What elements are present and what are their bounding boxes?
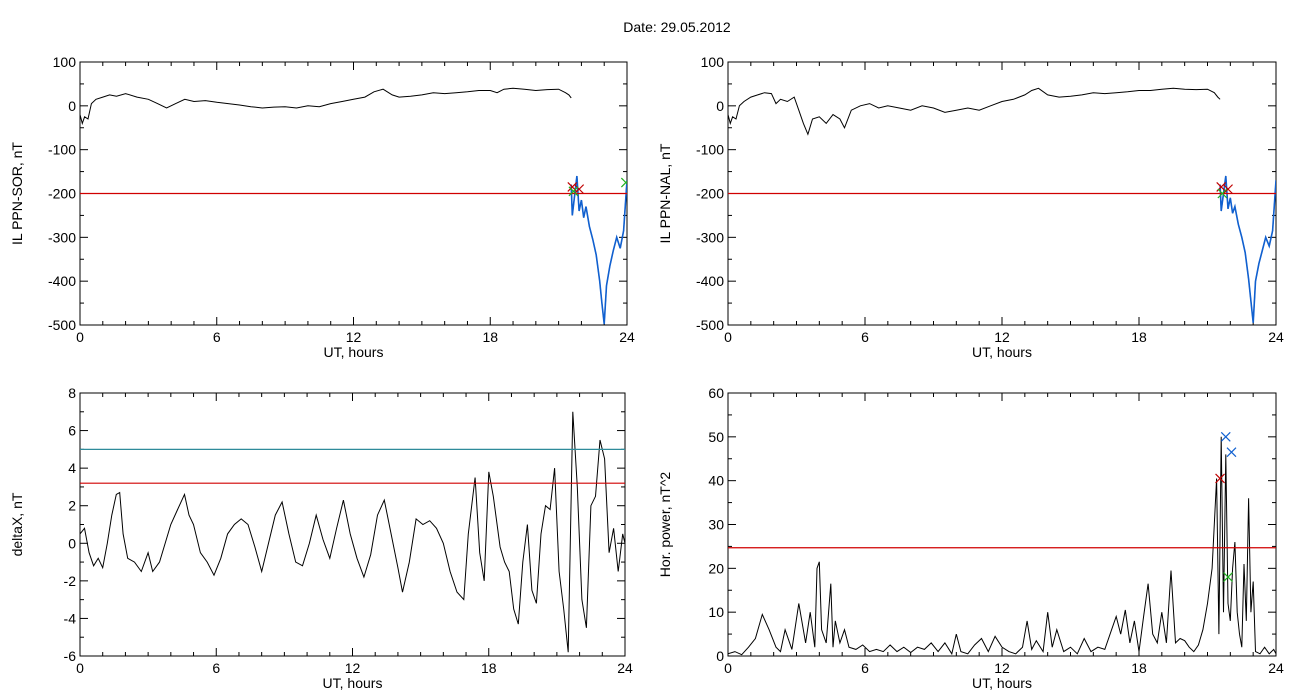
marker-stroke <box>1215 473 1225 484</box>
series-line <box>728 87 1221 136</box>
y-tick-label: -300 <box>696 229 724 245</box>
marker-stroke <box>1217 188 1228 199</box>
y-tick-label: 8 <box>68 385 76 401</box>
y-tick-label: 50 <box>708 429 724 445</box>
series-line-storm-black <box>1219 175 1276 323</box>
event-marker <box>620 177 627 188</box>
marker-stroke <box>1223 184 1233 195</box>
y-tick-label: 2 <box>68 498 76 514</box>
series-line <box>728 436 1276 656</box>
y-tick-label: 60 <box>708 385 724 401</box>
marker-stroke <box>574 184 585 195</box>
plot-area <box>728 87 1276 323</box>
event-marker <box>1223 572 1233 583</box>
marker-stroke <box>620 180 627 188</box>
x-tick-label: 6 <box>861 329 869 345</box>
marker-stroke <box>568 186 579 197</box>
y-tick-label: 40 <box>708 473 724 489</box>
y-tick-label: -200 <box>696 186 724 202</box>
y-tick-label: 0 <box>716 648 724 664</box>
event-marker <box>1226 447 1237 458</box>
y-tick-label: -2 <box>64 573 77 589</box>
x-tick-label: 12 <box>345 660 361 676</box>
x-axis-label: UT, hours <box>323 675 383 691</box>
event-marker <box>568 186 579 197</box>
series-line <box>80 411 625 653</box>
x-axis-label: UT, hours <box>324 344 384 360</box>
x-tick-label: 12 <box>994 329 1010 345</box>
marker-stroke <box>1220 431 1231 442</box>
x-axis-label: UT, hours <box>972 344 1032 360</box>
y-tick-label: 0 <box>716 98 724 114</box>
x-tick-label: 6 <box>213 329 221 345</box>
y-tick-label: 0 <box>68 98 76 114</box>
x-tick-label: 0 <box>76 329 84 345</box>
event-marker <box>1215 473 1225 484</box>
marker-stroke <box>1226 447 1237 458</box>
series-line-storm-black <box>570 175 627 325</box>
x-tick-label: 12 <box>994 660 1010 676</box>
series-line-storm <box>1219 175 1276 323</box>
x-tick-label: 0 <box>724 329 732 345</box>
panel-hor-power: 0 6 12 18 24 0 10 20 30 40 50 60 UT, hours Hor. power… <box>657 385 1284 691</box>
y-axis-label: IL PPN-SOR, nT <box>9 142 25 245</box>
marker-stroke <box>1223 572 1233 583</box>
x-tick-label: 18 <box>1131 660 1147 676</box>
event-marker <box>1223 184 1233 195</box>
x-tick-label: 0 <box>724 660 732 676</box>
y-tick-label: -4 <box>64 610 77 626</box>
x-axis-label: UT, hours <box>972 675 1032 691</box>
panel-il-ppn-sor: 0 6 12 18 24 -500 -400 -300 -200 -100 0 100 UT, hour… <box>9 54 635 360</box>
y-tick-label: -100 <box>696 142 724 158</box>
y-tick-label: -300 <box>48 229 76 245</box>
y-tick-label: 6 <box>68 423 76 439</box>
series-line-storm <box>570 175 627 325</box>
event-marker <box>574 184 585 195</box>
y-tick-label: -200 <box>48 186 76 202</box>
series-line <box>80 87 572 126</box>
x-tick-label: 0 <box>76 660 84 676</box>
x-tick-label: 18 <box>1131 329 1147 345</box>
x-tick-label: 12 <box>346 329 362 345</box>
plot-frame <box>79 392 626 657</box>
y-tick-label: 0 <box>68 535 76 551</box>
y-axis-label: deltaX, nT <box>9 492 25 556</box>
y-tick-label: 100 <box>701 54 725 70</box>
y-tick-label: -100 <box>48 142 76 158</box>
x-tick-label: 24 <box>619 329 635 345</box>
marker-stroke <box>567 182 578 192</box>
y-tick-label: 100 <box>53 54 77 70</box>
y-axis-label: IL PPN-NAL, nT <box>657 143 673 243</box>
event-marker <box>1217 188 1228 199</box>
y-tick-label: -400 <box>696 273 724 289</box>
y-tick-label: 30 <box>708 517 724 533</box>
y-tick-label: 20 <box>708 560 724 576</box>
y-axis-label: Hor. power, nT^2 <box>657 472 673 578</box>
plot-area <box>728 431 1276 656</box>
plot-frame <box>727 392 1277 657</box>
y-tick-label: 10 <box>708 604 724 620</box>
y-tick-label: -400 <box>48 273 76 289</box>
y-tick-label: -500 <box>48 317 76 333</box>
page-title: Date: 29.05.2012 <box>623 19 731 35</box>
x-tick-label: 6 <box>861 660 869 676</box>
x-tick-label: 24 <box>1268 329 1284 345</box>
x-tick-label: 24 <box>617 660 633 676</box>
panel-il-ppn-nal: 0 6 12 18 24 -500 -400 -300 -200 -100 0 100 UT, hour… <box>657 54 1284 360</box>
plot-area <box>80 87 627 325</box>
event-marker <box>1220 431 1231 442</box>
x-tick-label: 6 <box>212 660 220 676</box>
y-tick-label: -6 <box>64 648 77 664</box>
x-tick-label: 18 <box>481 660 497 676</box>
y-tick-label: 4 <box>68 460 76 476</box>
plot-area <box>80 411 625 653</box>
y-tick-label: -500 <box>696 317 724 333</box>
x-tick-label: 18 <box>482 329 498 345</box>
x-tick-label: 24 <box>1268 660 1284 676</box>
